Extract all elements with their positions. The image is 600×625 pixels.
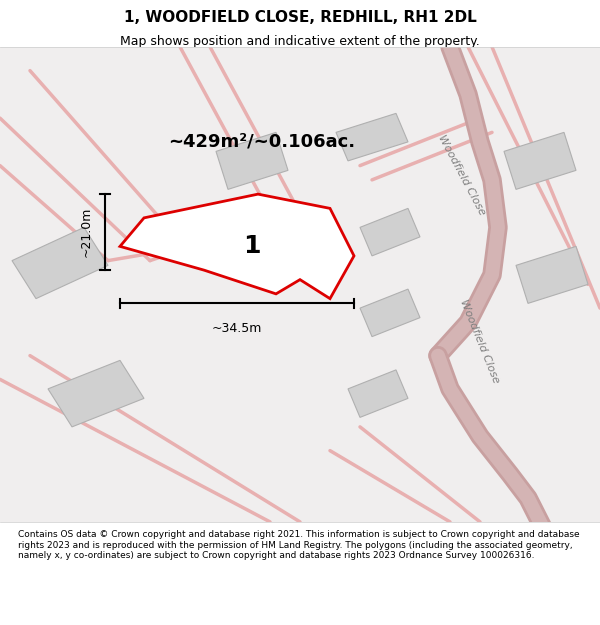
Polygon shape [348,370,408,418]
Text: 1, WOODFIELD CLOSE, REDHILL, RH1 2DL: 1, WOODFIELD CLOSE, REDHILL, RH1 2DL [124,10,476,25]
Polygon shape [360,208,420,256]
Polygon shape [48,361,144,427]
Text: Contains OS data © Crown copyright and database right 2021. This information is : Contains OS data © Crown copyright and d… [18,530,580,560]
Polygon shape [516,246,588,303]
Polygon shape [360,289,420,337]
Polygon shape [504,132,576,189]
Text: Woodfield Close: Woodfield Close [437,133,487,217]
Text: 1: 1 [243,234,261,258]
Polygon shape [120,194,354,299]
Text: Woodfield Close: Woodfield Close [458,298,502,385]
Text: ~21.0m: ~21.0m [80,207,93,258]
Text: ~429m²/~0.106ac.: ~429m²/~0.106ac. [168,133,355,151]
Text: ~34.5m: ~34.5m [212,322,262,336]
Polygon shape [336,113,408,161]
Text: Map shows position and indicative extent of the property.: Map shows position and indicative extent… [120,35,480,48]
Polygon shape [12,228,108,299]
Polygon shape [216,132,288,189]
